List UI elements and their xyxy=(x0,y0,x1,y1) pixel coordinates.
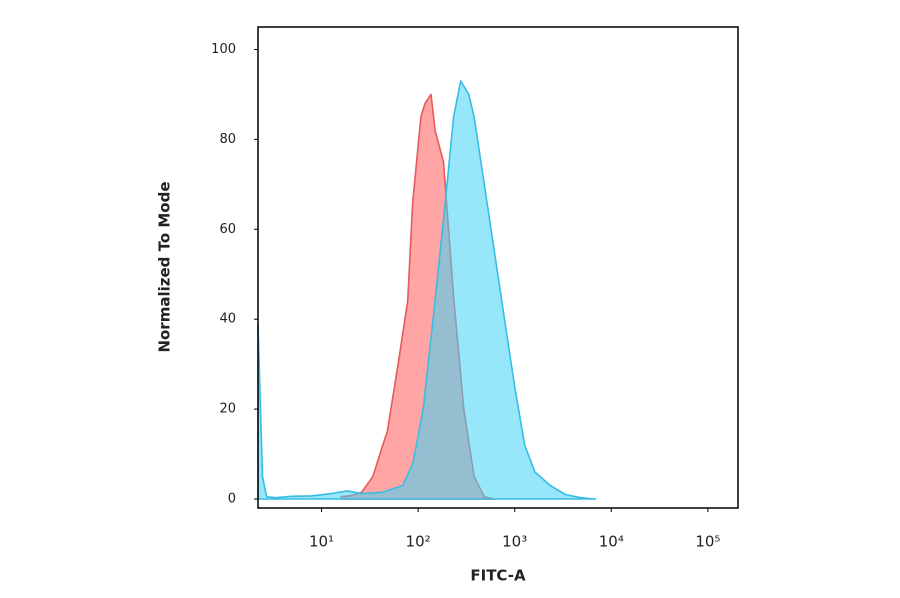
plot-frame xyxy=(257,26,739,509)
y-tick-label: 60 xyxy=(219,222,236,237)
x-tick-label: 10¹ xyxy=(309,533,334,551)
x-tick-label: 10⁴ xyxy=(599,533,624,551)
area xyxy=(257,80,597,500)
y-tick-label: 20 xyxy=(219,402,236,417)
x-tick-label: 10² xyxy=(406,533,431,551)
x-tick-label: 10⁵ xyxy=(695,533,720,551)
y-tick-label: 80 xyxy=(219,132,236,147)
y-tick-label: 40 xyxy=(219,312,236,327)
x-tick-label: 10³ xyxy=(502,533,527,551)
y-axis-title: Normalized To Mode xyxy=(156,181,174,352)
x-axis-title: FITC-A xyxy=(470,567,526,585)
y-tick-label: 100 xyxy=(211,42,236,57)
y-tick-label: 0 xyxy=(228,492,236,507)
